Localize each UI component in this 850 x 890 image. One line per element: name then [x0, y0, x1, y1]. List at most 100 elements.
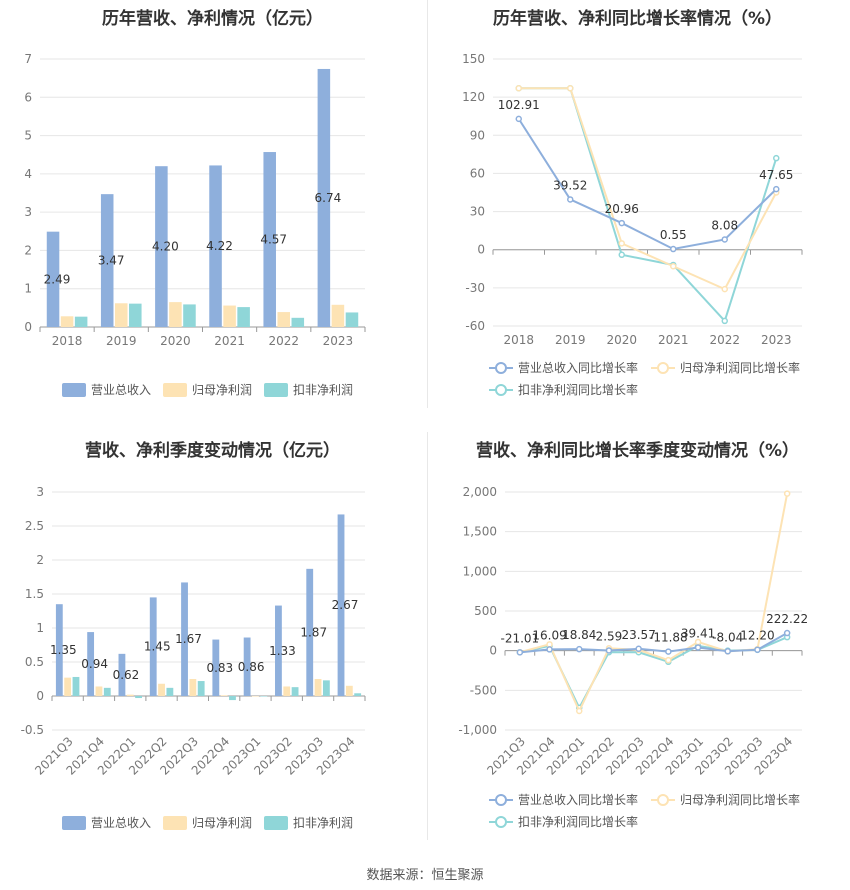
- x-tick-label: 2020: [160, 334, 191, 348]
- bar: [135, 696, 142, 699]
- bar: [229, 696, 236, 701]
- data-point: [515, 84, 522, 92]
- bar: [277, 312, 291, 327]
- bar: [166, 687, 174, 696]
- data-label: 12.20: [740, 629, 774, 643]
- bar: [237, 307, 250, 327]
- legend-label: 营业总收入同比增长率: [518, 792, 638, 807]
- data-label: 4.20: [152, 240, 179, 254]
- data-point: [694, 644, 702, 651]
- data-point: [721, 285, 728, 293]
- legend-swatch: [62, 816, 86, 830]
- data-label: 6.74: [315, 191, 342, 205]
- legend-label: 营业总收入: [91, 816, 151, 830]
- bar: [314, 679, 322, 696]
- series-line: [517, 118, 777, 251]
- y-tick-label: 6: [24, 90, 32, 104]
- x-tick-label: 2022: [268, 334, 299, 348]
- bar: [126, 694, 134, 696]
- data-label: -21.01: [501, 631, 540, 645]
- data-point: [546, 641, 553, 648]
- y-tick-label: 4: [24, 167, 32, 181]
- series-line: [519, 632, 788, 654]
- data-point: [516, 649, 524, 656]
- data-label: 47.65: [759, 168, 793, 182]
- legend-label: 扣非净利润: [293, 816, 353, 830]
- data-label: -11.88: [649, 631, 688, 645]
- bar: [149, 597, 157, 696]
- legend-swatch: [264, 383, 288, 397]
- legend-label: 归母净利润: [192, 816, 252, 830]
- data-point: [670, 262, 677, 270]
- y-tick-label: 150: [462, 52, 485, 66]
- bar: [169, 302, 182, 327]
- legend-label: 营业总收入同比增长率: [518, 360, 638, 375]
- bar: [260, 696, 268, 697]
- data-point: [665, 648, 672, 655]
- bar: [114, 303, 128, 327]
- data-label: 39.41: [681, 627, 715, 641]
- legend-label: 扣非净利润同比增长率: [518, 382, 638, 397]
- annual-line-chart: -60 -30 0 30 60 90 120 150 2018 2019 2020 2021 2022 2…: [462, 52, 803, 397]
- y-tick-label: 1.5: [25, 587, 44, 601]
- annual-line-panel: 历年营收、净利同比增长率情况（%） -60 -30 0 30 60 90 120 150 201…: [425, 0, 850, 420]
- data-point: [754, 646, 761, 653]
- bar: [118, 653, 126, 696]
- data-label: 0.55: [660, 228, 687, 242]
- y-tick-label: 2: [24, 243, 32, 257]
- data-label: 8.08: [711, 218, 738, 232]
- x-tick-label: 2019: [555, 333, 586, 347]
- data-label: 3.47: [98, 254, 125, 268]
- legend-swatch: [495, 384, 507, 396]
- y-tick-label: 0: [36, 689, 44, 703]
- data-point: [567, 196, 574, 203]
- bar: [103, 687, 111, 696]
- data-label: 2.59: [596, 629, 623, 643]
- data-point: [783, 629, 791, 637]
- bar: [345, 685, 353, 696]
- quarterly-bar-panel: 营收、净利季度变动情况（亿元） -0.5 0 0.5 1 1.5 2 2.5 3 2021Q3 2…: [0, 430, 425, 850]
- legend-label: 扣非净利润同比增长率: [518, 814, 638, 829]
- data-point: [618, 251, 625, 259]
- data-label: 39.52: [553, 178, 587, 192]
- y-tick-label: -30: [465, 281, 485, 295]
- legend-swatch: [495, 794, 507, 806]
- data-label: 1.87: [300, 625, 327, 639]
- legend-swatch: [264, 816, 288, 830]
- data-label: 1.35: [50, 643, 77, 657]
- bar: [322, 680, 330, 696]
- bar: [283, 686, 291, 696]
- y-tick-label: 30: [470, 205, 485, 219]
- data-label: 2.49: [44, 272, 71, 286]
- data-label: 0.86: [238, 660, 265, 674]
- data-source-footer: 数据来源：恒生聚源: [366, 868, 484, 883]
- data-label: 0.62: [113, 668, 140, 682]
- data-point: [546, 646, 553, 653]
- bar: [331, 304, 345, 327]
- data-point: [783, 490, 791, 497]
- y-tick-label: 0: [24, 320, 32, 334]
- legend-label: 扣非净利润: [293, 383, 353, 397]
- data-point: [721, 236, 728, 243]
- legend-swatch: [163, 383, 187, 397]
- legend-swatch: [163, 816, 187, 830]
- data-label: 23.57: [621, 628, 655, 642]
- y-tick-label: 1,500: [463, 525, 497, 539]
- panel-title: 历年营收、净利同比增长率情况（%）: [492, 9, 783, 29]
- y-tick-label: 3: [36, 485, 44, 499]
- data-label: 16.09: [532, 628, 566, 642]
- y-tick-label: 90: [470, 128, 485, 142]
- bar: [252, 696, 259, 697]
- data-point: [635, 645, 642, 653]
- series-line: [518, 87, 778, 291]
- data-label: 0.83: [206, 661, 233, 675]
- legend-swatch: [495, 362, 507, 374]
- series-line: [519, 636, 788, 710]
- bar: [181, 582, 188, 696]
- data-point: [618, 240, 625, 247]
- bar: [209, 165, 222, 327]
- y-tick-label: 1: [24, 282, 32, 296]
- bar: [158, 683, 165, 696]
- legend-label: 归母净利润: [192, 383, 252, 397]
- bar: [129, 303, 142, 327]
